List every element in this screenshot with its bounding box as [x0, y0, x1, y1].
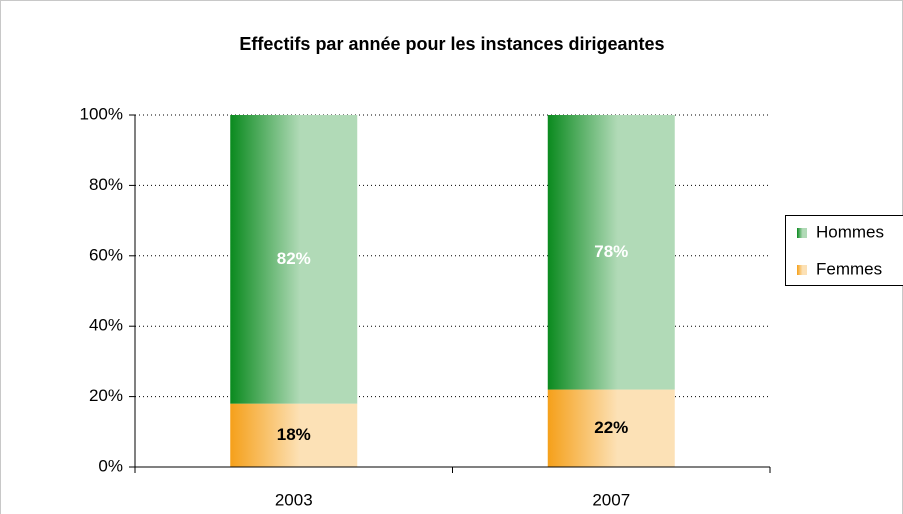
x-tick-label: 2003: [275, 490, 313, 509]
y-tick-label: 100%: [80, 104, 123, 123]
data-label: 22%: [594, 418, 628, 437]
y-tick-label: 60%: [89, 245, 123, 264]
legend-label: Femmes: [816, 259, 882, 278]
x-tick-label: 2007: [592, 490, 630, 509]
bar-segment: [547, 389, 675, 467]
bar-segment: [230, 403, 358, 467]
data-label: 78%: [594, 242, 628, 261]
y-tick-label: 80%: [89, 175, 123, 194]
legend-label: Hommes: [816, 222, 884, 241]
legend-swatch: [797, 228, 807, 238]
bar-segment: [547, 115, 675, 390]
y-tick-label: 0%: [98, 456, 123, 475]
y-tick-label: 40%: [89, 316, 123, 335]
chart-title: Effectifs par année pour les instances d…: [239, 34, 664, 54]
data-label: 82%: [277, 249, 311, 268]
data-label: 18%: [277, 425, 311, 444]
y-tick-label: 20%: [89, 386, 123, 405]
legend-swatch: [797, 265, 807, 275]
bar-segment: [230, 115, 358, 404]
